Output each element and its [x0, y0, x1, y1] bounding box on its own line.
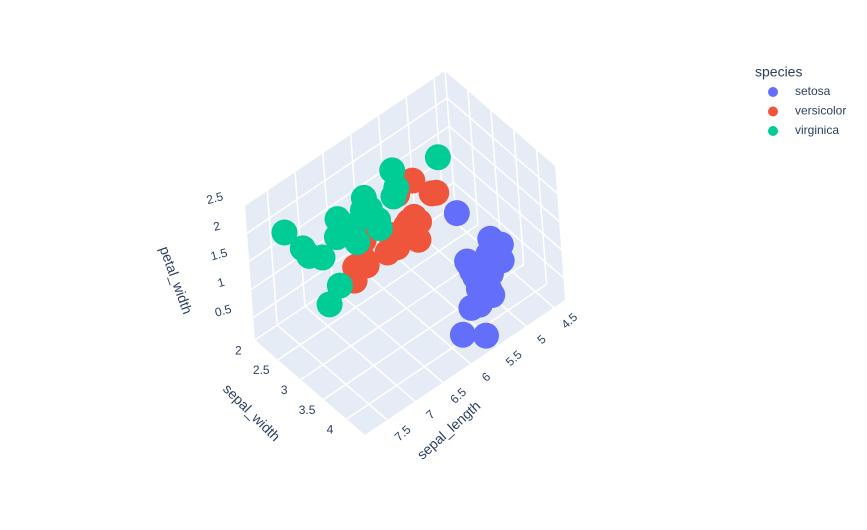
legend-label: versicolor: [795, 104, 846, 118]
x-tick-label: 6: [479, 369, 494, 384]
point: [271, 219, 298, 246]
point: [323, 224, 350, 251]
z-tick-label: 0.5: [213, 302, 233, 320]
x-tick-label: 7.5: [392, 422, 414, 444]
legend-label: setosa: [795, 84, 831, 98]
legend-label: virginica: [795, 123, 839, 137]
grid-line: [444, 69, 556, 166]
point: [289, 235, 316, 262]
x-tick-label: 5: [534, 332, 549, 347]
y-tick-label: 4: [327, 423, 334, 437]
point: [443, 200, 470, 227]
x-tick-label: 7: [423, 407, 438, 422]
point: [472, 322, 499, 349]
point: [384, 234, 411, 261]
z-tick-label: 1.5: [209, 245, 229, 263]
point: [466, 291, 493, 318]
y-tick-label: 3: [281, 383, 288, 397]
legend-title: species: [755, 64, 802, 80]
point: [469, 249, 496, 276]
z-axis-title: petal_width: [157, 244, 196, 316]
grid-line: [446, 97, 558, 194]
legend-marker: [768, 126, 778, 136]
point: [316, 291, 343, 318]
legend-marker: [768, 87, 778, 97]
x-tick-label: 5.5: [503, 347, 525, 369]
z-tick-label: 1: [216, 275, 226, 290]
y-tick-label: 2: [235, 343, 242, 357]
grid-line: [246, 97, 448, 234]
x-tick-label: 4.5: [558, 310, 580, 332]
x-axis-title: sepal_length: [414, 397, 484, 462]
point: [449, 321, 476, 348]
grid-line: [244, 69, 446, 206]
y-tick-label: 2.5: [253, 363, 270, 377]
point: [366, 215, 393, 242]
point: [356, 195, 383, 222]
grid-line: [448, 125, 560, 222]
grid-line: [450, 153, 562, 250]
grid-line: [277, 224, 479, 361]
point: [380, 183, 407, 210]
y-axis-title: sepal_width: [220, 381, 284, 445]
point: [418, 180, 445, 207]
point: [344, 229, 371, 256]
point: [401, 203, 428, 230]
grid-line: [346, 283, 548, 420]
grid-line: [452, 181, 564, 279]
y-tick-label: 3.5: [299, 403, 316, 417]
point: [405, 226, 432, 253]
side-wall: [245, 70, 455, 340]
back-wall: [445, 70, 565, 300]
legend-marker: [768, 106, 778, 117]
z-tick-label: 2: [212, 219, 222, 234]
point: [424, 144, 451, 171]
z-tick-label: 2.5: [205, 189, 225, 207]
